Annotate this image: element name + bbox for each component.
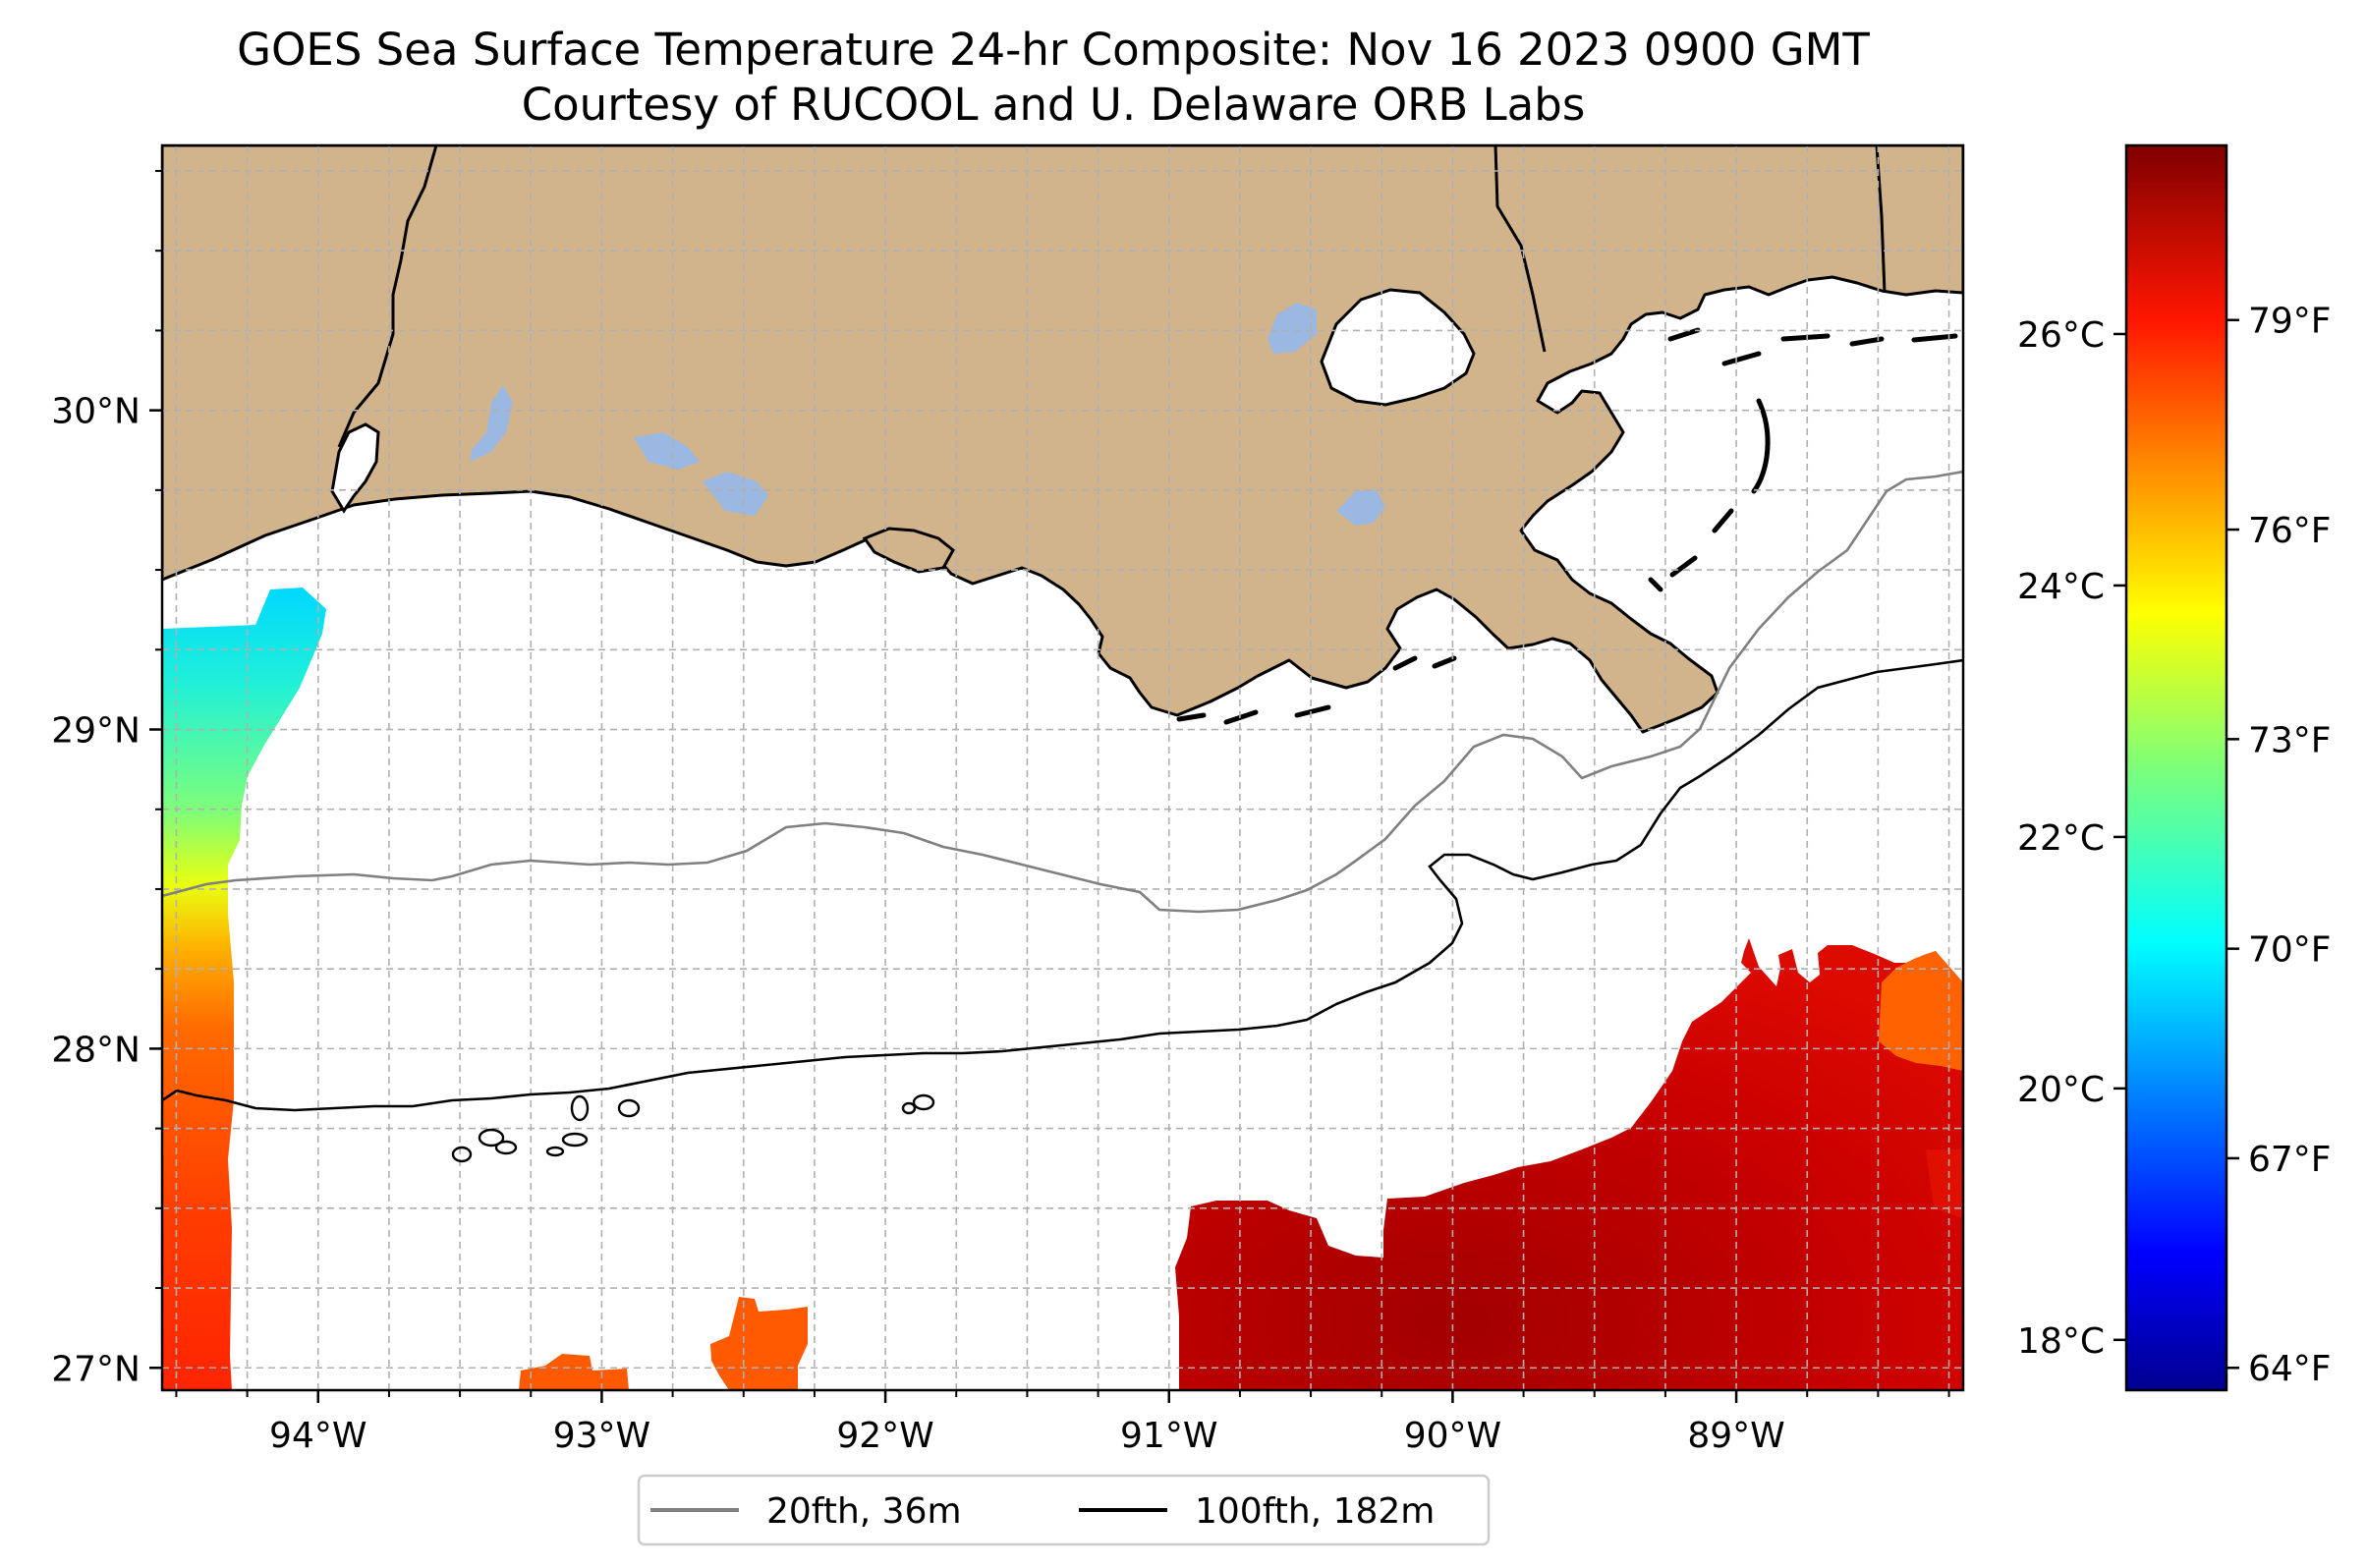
legend-box bbox=[637, 1474, 1491, 1546]
y-axis: 27°N 28°N 29°N 30°N bbox=[51, 169, 162, 1389]
colorbar-frame bbox=[2124, 143, 2228, 1392]
lake-3 bbox=[703, 472, 768, 516]
legend-label-20fth: 20fth, 36m bbox=[766, 1491, 962, 1532]
y-tick-label: 28°N bbox=[51, 1030, 141, 1070]
legend: 20fth, 36m 100fth, 182m bbox=[637, 1474, 1491, 1546]
colorbar-f-label: 64°F bbox=[2248, 1349, 2332, 1389]
x-tick-label: 92°W bbox=[836, 1416, 933, 1456]
x-axis: 94°W 93°W 92°W 91°W 90°W 89°W bbox=[175, 1390, 1950, 1456]
state-boundary-tx-la bbox=[337, 145, 438, 448]
colorbar-f-label: 79°F bbox=[2248, 302, 2332, 342]
map-frame bbox=[160, 143, 1965, 1392]
x-tick-label: 89°W bbox=[1687, 1416, 1784, 1456]
colorbar-f-label: 70°F bbox=[2248, 930, 2332, 971]
sst-patch-southwest-1 bbox=[519, 1354, 629, 1390]
lake-2 bbox=[634, 432, 700, 470]
y-tick-label: 27°N bbox=[51, 1349, 141, 1389]
lake-pontchartrain bbox=[1320, 288, 1476, 407]
colorbar-celsius-axis: 18°C 20°C 22°C 24°C 26°C bbox=[2017, 315, 2126, 1362]
x-tick-label: 94°W bbox=[269, 1416, 366, 1456]
y-tick-label: 30°N bbox=[51, 392, 141, 432]
lake-1 bbox=[470, 385, 513, 462]
state-boundary-la-ms bbox=[1493, 145, 1547, 353]
colorbar-c-label: 18°C bbox=[2017, 1321, 2105, 1362]
colorbar-c-label: 24°C bbox=[2017, 567, 2105, 607]
x-tick-label: 90°W bbox=[1404, 1416, 1501, 1456]
sabine-lake bbox=[330, 422, 380, 514]
colorbar-c-label: 20°C bbox=[2017, 1070, 2105, 1110]
sst-patch-east-warm bbox=[1879, 951, 1963, 1071]
chart-subtitle: Courtesy of RUCOOL and U. Delaware ORB L… bbox=[522, 79, 1586, 131]
sst-patch-east-edge bbox=[1926, 1149, 1963, 1218]
colorbar-f-label: 73°F bbox=[2248, 720, 2332, 760]
sst-patch-southeast bbox=[1175, 938, 1963, 1390]
colorbar-fahrenheit-axis: 64°F 67°F 70°F 73°F 76°F 79°F bbox=[2226, 302, 2332, 1389]
colorbar-c-label: 22°C bbox=[2017, 818, 2105, 859]
sst-patch-west bbox=[162, 588, 326, 1390]
gridlines bbox=[162, 145, 1963, 1390]
colorbar-f-label: 67°F bbox=[2248, 1140, 2332, 1180]
x-tick-label: 93°W bbox=[553, 1416, 650, 1456]
y-tick-label: 29°N bbox=[51, 711, 141, 752]
colorbar-gradient bbox=[2126, 145, 2226, 1390]
legend-label-100fth: 100fth, 182m bbox=[1195, 1491, 1435, 1532]
sst-patch-southwest-2 bbox=[710, 1297, 808, 1390]
lake-4 bbox=[1268, 303, 1317, 354]
contour-100fth-islets bbox=[451, 1093, 935, 1163]
chart-title: GOES Sea Surface Temperature 24-hr Compo… bbox=[237, 24, 1870, 76]
contour-20fth bbox=[162, 470, 1963, 914]
x-tick-label: 91°W bbox=[1120, 1416, 1217, 1456]
colorbar-c-label: 26°C bbox=[2017, 315, 2105, 356]
colorbar: 18°C 20°C 22°C 24°C 26°C 64°F 67°F 70°F 73°F 76°… bbox=[2017, 143, 2332, 1392]
contour-100fth bbox=[162, 658, 1963, 1112]
lake-5 bbox=[1336, 489, 1385, 526]
marsh-island bbox=[862, 527, 955, 574]
map-panel bbox=[162, 145, 1963, 1390]
barrier-islands bbox=[1176, 327, 1958, 725]
colorbar-f-label: 76°F bbox=[2248, 511, 2332, 551]
